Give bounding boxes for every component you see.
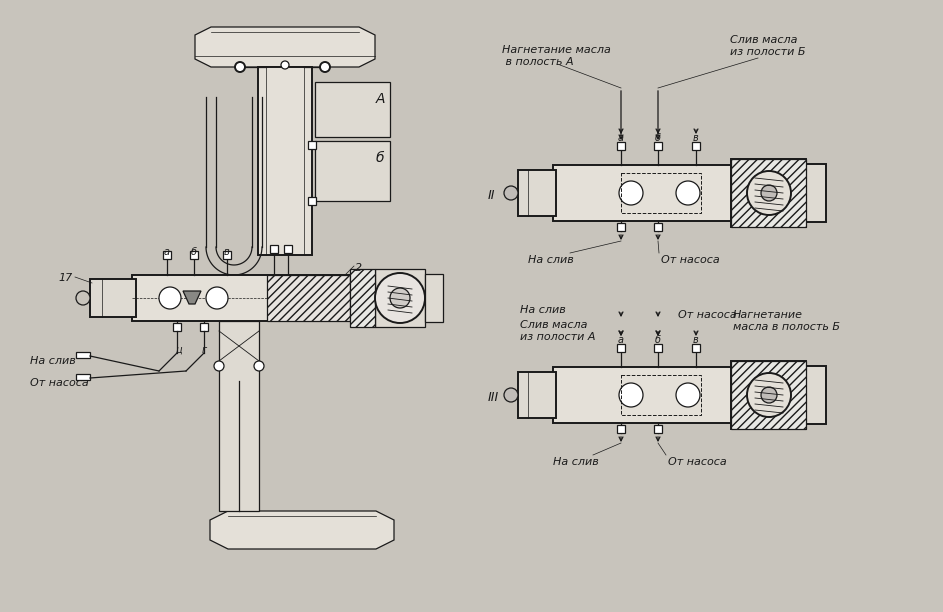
- Bar: [308, 197, 316, 205]
- Text: в: в: [224, 247, 230, 257]
- Bar: [350, 269, 375, 327]
- Text: в: в: [693, 133, 699, 143]
- Circle shape: [761, 185, 777, 201]
- Text: 2: 2: [355, 263, 362, 273]
- Text: II: II: [488, 189, 495, 202]
- Bar: [617, 344, 625, 352]
- Text: в: в: [693, 335, 699, 345]
- Bar: [621, 173, 701, 213]
- Circle shape: [747, 171, 791, 215]
- Bar: [617, 223, 625, 231]
- Bar: [692, 142, 700, 150]
- Text: Нагнетание масла
 в полость А: Нагнетание масла в полость А: [502, 45, 611, 67]
- Bar: [692, 344, 700, 352]
- Text: а: а: [618, 133, 624, 143]
- Text: б: б: [191, 247, 197, 257]
- Text: На слив: На слив: [528, 255, 573, 265]
- Bar: [173, 323, 181, 331]
- Bar: [270, 245, 278, 253]
- Bar: [806, 366, 826, 424]
- Bar: [315, 82, 390, 137]
- Bar: [731, 361, 806, 429]
- Text: Нагнетание
масла в полость Б: Нагнетание масла в полость Б: [733, 310, 840, 332]
- Bar: [518, 372, 556, 418]
- Circle shape: [214, 361, 224, 371]
- Bar: [80, 294, 87, 302]
- Bar: [654, 425, 662, 433]
- Bar: [617, 425, 625, 433]
- Bar: [90, 279, 136, 317]
- Bar: [806, 164, 826, 222]
- Circle shape: [504, 186, 518, 200]
- Bar: [76, 374, 90, 380]
- Bar: [553, 165, 813, 221]
- Text: ц: ц: [175, 345, 182, 355]
- Polygon shape: [195, 27, 375, 67]
- Bar: [731, 159, 806, 227]
- Circle shape: [320, 62, 330, 72]
- Bar: [621, 375, 701, 415]
- Text: От насоса: От насоса: [661, 255, 720, 265]
- Circle shape: [676, 181, 700, 205]
- Bar: [132, 275, 350, 321]
- Circle shape: [375, 273, 425, 323]
- Text: Слив масла
из полости Б: Слив масла из полости Б: [730, 35, 805, 56]
- Bar: [219, 321, 259, 511]
- Polygon shape: [210, 511, 394, 549]
- Bar: [315, 141, 390, 201]
- Circle shape: [619, 181, 643, 205]
- Text: На слив: На слив: [553, 457, 599, 467]
- Text: а: а: [618, 335, 624, 345]
- Circle shape: [504, 388, 518, 402]
- Bar: [223, 251, 231, 259]
- Bar: [258, 67, 312, 255]
- Text: Слив масла
из полости А: Слив масла из полости А: [520, 320, 595, 341]
- Text: 17: 17: [58, 273, 73, 283]
- Text: б: б: [655, 133, 661, 143]
- Circle shape: [676, 383, 700, 407]
- Bar: [617, 142, 625, 150]
- Text: От насоса: От насоса: [678, 310, 736, 320]
- Text: На слив: На слив: [30, 356, 75, 366]
- Text: б: б: [655, 335, 661, 345]
- Circle shape: [281, 61, 289, 69]
- Bar: [284, 245, 292, 253]
- Text: На слив: На слив: [520, 305, 566, 315]
- Text: От насоса: От насоса: [30, 378, 89, 388]
- Circle shape: [76, 291, 90, 305]
- Bar: [163, 251, 171, 259]
- Circle shape: [761, 387, 777, 403]
- Bar: [553, 367, 813, 423]
- Polygon shape: [183, 291, 201, 304]
- Bar: [308, 141, 316, 149]
- Circle shape: [206, 287, 228, 309]
- Text: а: а: [164, 247, 170, 257]
- Text: г: г: [202, 345, 207, 355]
- Circle shape: [747, 373, 791, 417]
- Bar: [200, 323, 208, 331]
- Bar: [654, 223, 662, 231]
- Text: III: III: [488, 391, 499, 404]
- Text: б: б: [376, 151, 385, 165]
- Bar: [518, 170, 556, 216]
- Text: От насоса: От насоса: [668, 457, 727, 467]
- Bar: [731, 361, 806, 429]
- Circle shape: [235, 62, 245, 72]
- Bar: [76, 352, 90, 358]
- Bar: [375, 269, 425, 327]
- Bar: [190, 251, 198, 259]
- Bar: [267, 275, 350, 321]
- Circle shape: [254, 361, 264, 371]
- Circle shape: [159, 287, 181, 309]
- Circle shape: [390, 288, 410, 308]
- Bar: [654, 344, 662, 352]
- Bar: [425, 274, 443, 322]
- Text: А: А: [376, 92, 386, 106]
- Circle shape: [619, 383, 643, 407]
- Bar: [654, 142, 662, 150]
- Bar: [731, 159, 806, 227]
